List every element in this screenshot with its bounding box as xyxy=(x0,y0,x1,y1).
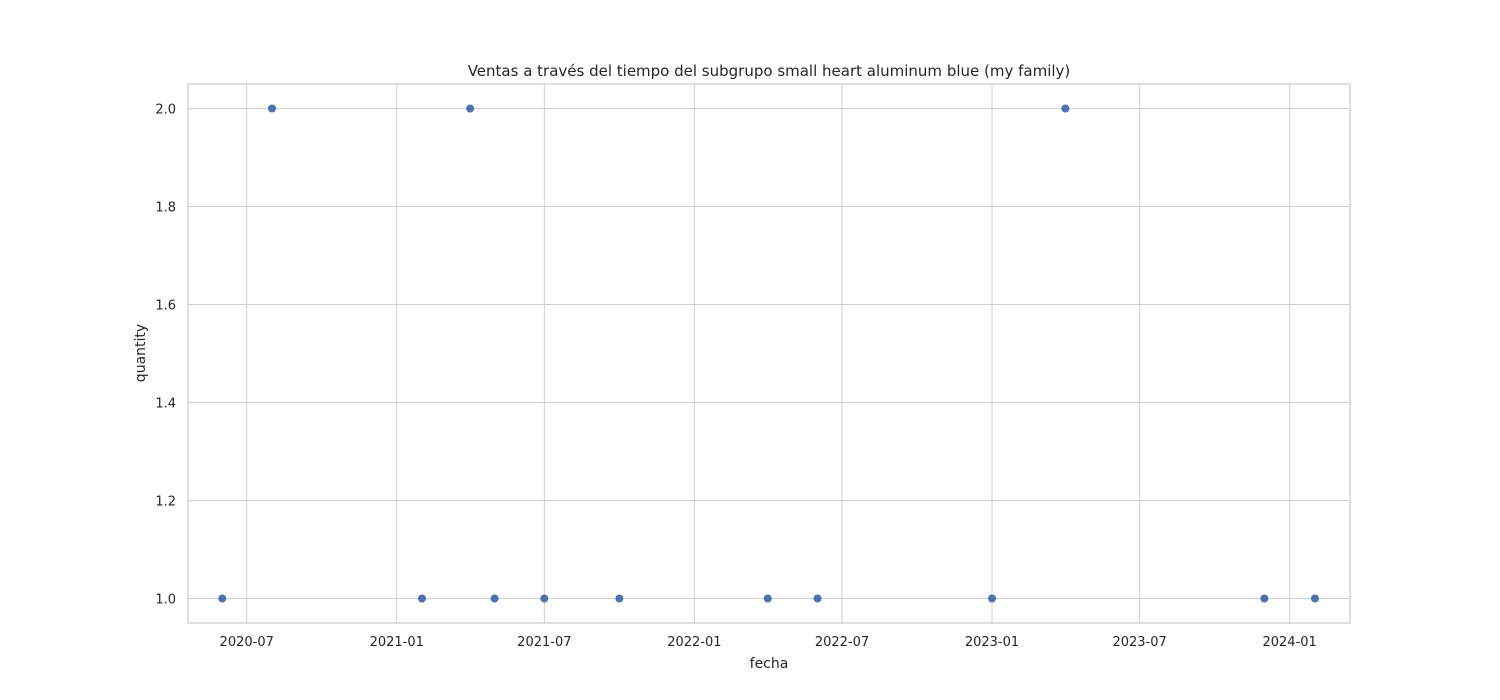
grid-layer xyxy=(188,84,1350,623)
data-point xyxy=(615,594,624,603)
x-tick-label: 2020-07 xyxy=(220,635,274,650)
data-point xyxy=(1260,594,1269,603)
data-point xyxy=(466,104,475,113)
y-tick-label: 1.4 xyxy=(155,397,176,412)
data-point xyxy=(1310,594,1319,603)
data-point xyxy=(540,594,549,603)
data-point xyxy=(218,594,227,603)
x-tick-label: 2022-07 xyxy=(815,635,869,650)
data-point xyxy=(1061,104,1070,113)
data-point xyxy=(988,594,997,603)
x-tick-label: 2023-07 xyxy=(1112,635,1166,650)
data-point xyxy=(267,104,276,113)
data-point xyxy=(813,594,822,603)
tick-labels: 2020-07 2021-01 2021-07 2022-01 2022-07 2023-… xyxy=(155,103,1317,651)
y-tick-label: 1.6 xyxy=(155,299,176,314)
x-tick-label: 2022-01 xyxy=(667,635,721,650)
data-point xyxy=(490,594,499,603)
y-axis-label: quantity xyxy=(133,324,149,382)
data-point xyxy=(418,594,427,603)
x-tick-label: 2021-07 xyxy=(517,635,571,650)
chart-title: Ventas a través del tiempo del subgrupo … xyxy=(468,62,1071,80)
x-tick-label: 2024-01 xyxy=(1262,635,1316,650)
y-tick-label: 1.8 xyxy=(155,201,176,216)
plot-frame xyxy=(187,83,1351,624)
x-tick-label: 2023-01 xyxy=(965,635,1019,650)
x-axis-label: fecha xyxy=(750,656,789,672)
data-points xyxy=(218,104,1319,603)
x-tick-label: 2021-01 xyxy=(370,635,424,650)
y-tick-label: 1.2 xyxy=(155,495,176,510)
y-tick-label: 2.0 xyxy=(155,103,176,118)
data-point xyxy=(763,594,772,603)
y-tick-label: 1.0 xyxy=(155,593,176,608)
